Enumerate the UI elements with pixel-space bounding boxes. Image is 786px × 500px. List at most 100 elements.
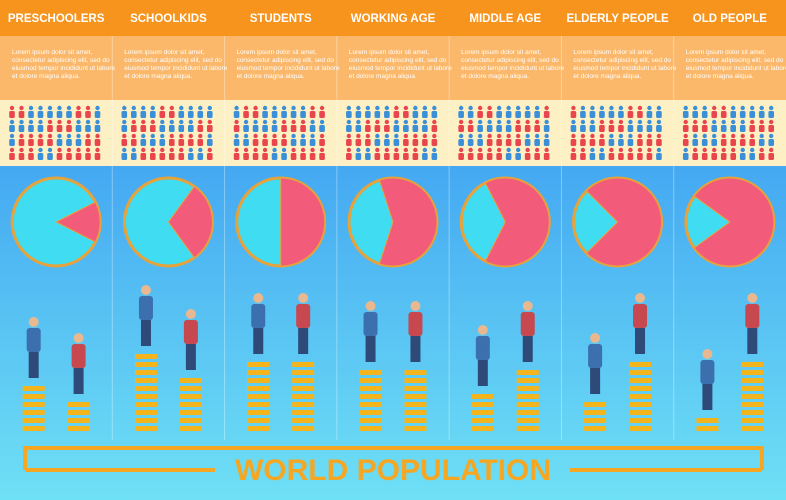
stack-slab <box>471 418 494 423</box>
person-icon-head <box>300 105 306 111</box>
person-icon-body <box>9 153 15 160</box>
figure-head <box>747 293 758 303</box>
person-icon-head <box>28 147 34 153</box>
person-icon-head <box>477 105 483 111</box>
person-icon-body <box>140 153 147 160</box>
stack-slab <box>359 386 382 391</box>
person-icon-body <box>168 139 175 146</box>
person-icon-body <box>758 125 765 132</box>
person-icon-body <box>524 111 531 118</box>
person-icon-head <box>188 105 193 111</box>
stack-slab <box>134 426 157 431</box>
person-icon-body <box>534 111 540 118</box>
person-icon-body <box>608 153 615 160</box>
person-icon-body <box>431 153 438 160</box>
stack-slab <box>292 426 315 431</box>
stack-slab <box>404 394 427 399</box>
person-icon-body <box>75 125 82 132</box>
person-icon-body <box>656 139 662 146</box>
person-icon-body <box>66 111 72 118</box>
person-icon-body <box>720 153 727 160</box>
person-icon-head <box>496 147 502 153</box>
person-icon-body <box>692 111 699 118</box>
person-icon-body <box>505 125 512 132</box>
person-icon-head <box>356 147 361 153</box>
figure-body <box>745 304 760 328</box>
person-icon-head <box>759 147 764 153</box>
person-icon-head <box>38 133 43 139</box>
person-icon-head <box>534 147 540 153</box>
person-icon-head <box>413 105 418 111</box>
header-band <box>0 0 786 36</box>
person-icon-head <box>375 133 380 139</box>
stack-slab <box>22 426 45 431</box>
person-icon-body <box>178 111 185 118</box>
pie-slice <box>693 177 775 267</box>
figure-legs <box>747 328 758 354</box>
person-icon-body <box>47 125 53 132</box>
person-icon-head <box>253 133 258 139</box>
person-icon-body <box>309 125 316 132</box>
figure-head <box>477 325 488 335</box>
bracket <box>23 446 764 472</box>
person-icon-head <box>571 147 576 153</box>
person-icon-head <box>356 105 361 111</box>
person-icon-head <box>656 133 662 139</box>
person-icon-head <box>384 119 390 125</box>
person-icon-body <box>243 153 249 160</box>
person-icon-body <box>28 111 34 118</box>
person-icon-head <box>413 119 418 125</box>
figure-head <box>635 293 646 303</box>
person-icon-head <box>365 147 371 153</box>
person-icon-body <box>346 153 352 160</box>
person-icon-head <box>394 133 399 139</box>
pie-slice <box>378 177 438 267</box>
stack-slab <box>516 402 539 407</box>
stack-slab <box>247 418 270 423</box>
person-icon-head <box>590 133 595 139</box>
person-icon-head <box>300 119 306 125</box>
person-icon-body <box>618 139 624 146</box>
person-icon-head <box>712 133 717 139</box>
person-icon-body <box>168 153 175 160</box>
person-icon-head <box>85 133 91 139</box>
person-icon-head <box>740 147 745 153</box>
person-icon-body <box>570 125 577 132</box>
person-icon-head <box>740 119 745 125</box>
person-icon-body <box>28 125 34 132</box>
person-icon-head <box>525 119 530 125</box>
person-icon-body <box>618 153 624 160</box>
person-icon-head <box>590 105 595 111</box>
figure-head <box>410 301 421 311</box>
person-icon-head <box>721 147 726 153</box>
person-icon-head <box>150 105 155 111</box>
person-icon-body <box>543 125 550 132</box>
person-icon-head <box>234 119 239 125</box>
person-icon-body <box>618 125 624 132</box>
person-icon-head <box>693 119 698 125</box>
person-icon-head <box>609 133 614 139</box>
stack-slab <box>247 370 270 375</box>
person-icon-head <box>422 133 428 139</box>
stack-slab <box>629 386 652 391</box>
person-icon-body <box>374 111 381 118</box>
person-icon-body <box>75 111 82 118</box>
person-icon-head <box>122 105 127 111</box>
stack-slab <box>134 362 157 367</box>
stack-slab <box>741 386 764 391</box>
person-icon-body <box>233 153 240 160</box>
person-icon-head <box>131 105 136 111</box>
person-icon-head <box>628 119 633 125</box>
figure-head <box>185 309 196 319</box>
person-icon-head <box>515 105 521 111</box>
person-icon-body <box>739 125 746 132</box>
person-icon-body <box>477 153 483 160</box>
person-icon-head <box>253 105 258 111</box>
person-icon-head <box>656 105 662 111</box>
person-icon-body <box>739 111 746 118</box>
person-icon-head <box>534 105 540 111</box>
person-icon-body <box>271 125 278 132</box>
person-icon-body <box>66 125 72 132</box>
person-icon-body <box>422 111 428 118</box>
person-icon-body <box>206 153 213 160</box>
